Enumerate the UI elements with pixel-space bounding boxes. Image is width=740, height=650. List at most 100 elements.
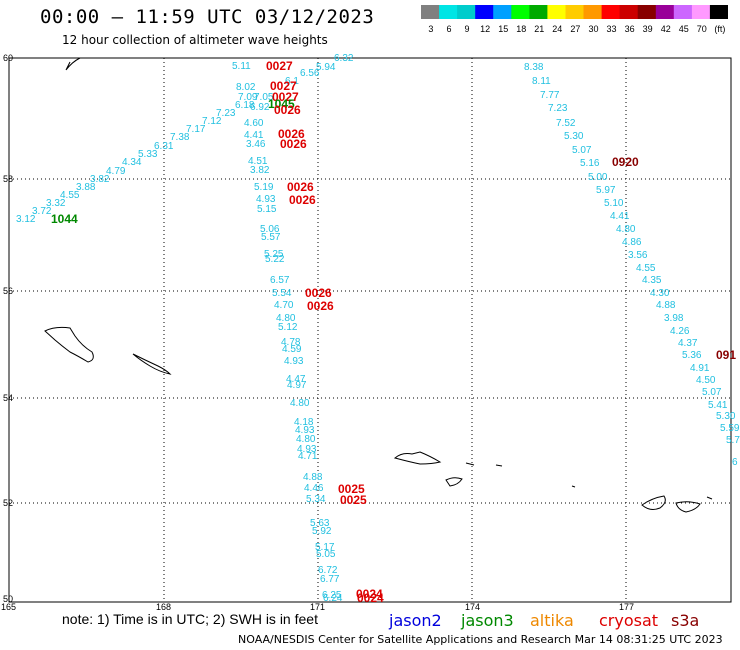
legend-label: 24 bbox=[552, 24, 562, 34]
swh-label: 6.25 bbox=[322, 590, 342, 601]
swh-label: 8.02 bbox=[236, 82, 256, 93]
swh-label: 4.79 bbox=[106, 166, 126, 177]
swh-label: 3.46 bbox=[246, 139, 266, 150]
legend-label: 27 bbox=[570, 24, 580, 34]
coastline-alaska bbox=[65, 57, 81, 71]
legend-swatch bbox=[511, 5, 530, 19]
swh-label: 5.7 bbox=[726, 435, 740, 446]
swh-label: 4.41 bbox=[244, 130, 264, 141]
swh-label: 3.82 bbox=[90, 174, 110, 185]
legend-label: 9 bbox=[464, 24, 469, 34]
legend-swatch bbox=[457, 5, 476, 19]
legend-label: 45 bbox=[679, 24, 689, 34]
swh-label: 8.38 bbox=[524, 62, 544, 73]
swh-label: 4.88 bbox=[303, 472, 323, 483]
swh-label: 4.78 bbox=[281, 337, 301, 348]
swh-label: 7.12 bbox=[202, 116, 222, 127]
swh-label: 5.63 bbox=[310, 518, 330, 529]
swh-label: 4.93 bbox=[295, 425, 315, 436]
swh-label: 3.82 bbox=[250, 165, 270, 176]
legend-label: 15 bbox=[498, 24, 508, 34]
footer-note: note: 1) Time is in UTC; 2) SWH is in fe… bbox=[62, 611, 318, 627]
legend-label: 39 bbox=[643, 24, 653, 34]
swh-label: 4.59 bbox=[282, 344, 302, 355]
legend-label: 30 bbox=[588, 24, 598, 34]
swh-label: 5.22 bbox=[265, 254, 285, 265]
swh-label: 7.05 bbox=[254, 92, 274, 103]
swh-label: 5.06 bbox=[260, 224, 280, 235]
swh-label: 7.38 bbox=[170, 132, 190, 143]
legend-label: 12 bbox=[480, 24, 490, 34]
time-label-cryosat: 0026 bbox=[307, 299, 334, 313]
lat-label: 50 bbox=[3, 594, 13, 604]
swh-label: 5.07 bbox=[702, 387, 722, 398]
swh-label: 7.77 bbox=[540, 90, 560, 101]
lat-label: 52 bbox=[3, 498, 13, 508]
legend-swatch bbox=[529, 5, 548, 19]
coastlines bbox=[44, 57, 713, 513]
lat-label: 58 bbox=[3, 174, 13, 184]
time-label: 0027 bbox=[266, 59, 293, 73]
legend-label: (ft) bbox=[714, 24, 725, 34]
swh-label: 5.05 bbox=[316, 549, 336, 560]
time-label-cryosat: 0024 bbox=[357, 591, 384, 605]
swh-label: 6.24 bbox=[323, 593, 343, 604]
swh-label: 5.33 bbox=[138, 149, 158, 160]
swh-label: 5.36 bbox=[682, 350, 702, 361]
legend-label: 42 bbox=[661, 24, 671, 34]
swh-label: 5.11 bbox=[232, 61, 251, 72]
legend-label: 3 bbox=[428, 24, 433, 34]
swh-label: 5.94 bbox=[316, 62, 336, 73]
gridlines bbox=[9, 58, 731, 602]
island-aleutian-b bbox=[675, 501, 701, 513]
swh-label: 5.07 bbox=[572, 145, 592, 156]
time-label: 1045 bbox=[268, 97, 295, 111]
legend-label: 6 bbox=[446, 24, 451, 34]
swh-label: 8.11 bbox=[532, 76, 551, 87]
swh-label: 5.59 bbox=[720, 423, 740, 434]
swh-label: 4.80 bbox=[290, 398, 310, 409]
lat-label: 60 bbox=[3, 53, 13, 63]
lat-label: 54 bbox=[3, 393, 13, 403]
swh-label: 5.10 bbox=[604, 198, 624, 209]
swh-label: 4.51 bbox=[248, 156, 268, 167]
lat-label: 56 bbox=[3, 286, 13, 296]
swh-label: 4.93 bbox=[284, 356, 304, 367]
swh-label: 3.98 bbox=[664, 313, 684, 324]
island-rock-d bbox=[706, 496, 713, 500]
legend-swatch bbox=[691, 5, 711, 19]
time-label-cryosat: 0026 bbox=[287, 180, 314, 194]
swh-label: 5.34 bbox=[306, 494, 326, 505]
swh-label: 3.88 bbox=[76, 182, 96, 193]
time-label: 0027 bbox=[272, 90, 299, 104]
legend-label: 33 bbox=[606, 24, 616, 34]
legend-swatch bbox=[493, 5, 512, 19]
legend-swatch bbox=[673, 5, 693, 19]
swh-label: 5.25 bbox=[264, 249, 284, 260]
lon-label: 177 bbox=[619, 602, 634, 612]
island-rock-b bbox=[495, 464, 503, 467]
track-layer: 3.123.723.324.553.883.824.794.345.336.31… bbox=[16, 53, 740, 605]
legend-label: 18 bbox=[516, 24, 526, 34]
swh-label: 6.56 bbox=[300, 68, 320, 79]
legend-swatch bbox=[421, 5, 440, 19]
lon-label: 171 bbox=[310, 602, 325, 612]
island-rock-c bbox=[571, 485, 576, 488]
island-pribilof-b bbox=[445, 477, 463, 487]
swh-label: 4.47 bbox=[286, 374, 306, 385]
color-legend: 3 6 9 12 15 18 21 24 27 30 33 36 39 42 45 70 (ft) bbox=[421, 5, 728, 34]
swh-label: 3.32 bbox=[46, 198, 66, 209]
swh-label: 6.31 bbox=[154, 141, 174, 152]
swh-label: 5.97 bbox=[596, 185, 616, 196]
swh-label: 4.80 bbox=[296, 434, 316, 445]
swh-label: 4.34 bbox=[122, 157, 142, 168]
swh-label: 4.18 bbox=[294, 417, 314, 428]
swh-label: 5.15 bbox=[257, 204, 277, 215]
lon-label: 174 bbox=[465, 602, 480, 612]
credit-line: NOAA/NESDIS Center for Satellite Applica… bbox=[238, 633, 723, 646]
page-title: 00:00 — 11:59 UTC 03/12/2023 bbox=[40, 6, 375, 28]
sat-jason3: jason3 bbox=[461, 611, 514, 630]
legend-swatch bbox=[601, 5, 621, 19]
swh-label: 4.50 bbox=[696, 375, 716, 386]
swh-label: 7.52 bbox=[556, 118, 576, 129]
